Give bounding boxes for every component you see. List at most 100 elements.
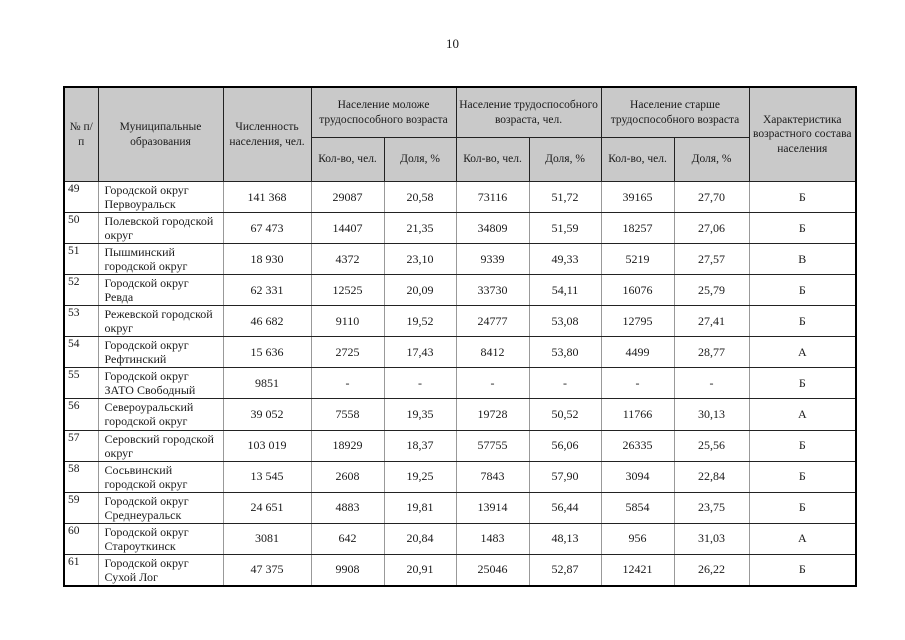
cell-older-share: 30,13 xyxy=(673,398,750,431)
cell-older-count: 18257 xyxy=(600,212,675,245)
cell-working-share: 49,33 xyxy=(528,243,602,276)
cell-characteristic: В xyxy=(748,243,857,276)
cell-younger-count: 9908 xyxy=(310,553,385,587)
cell-older-share: 27,06 xyxy=(673,212,750,245)
cell-working-count: 9339 xyxy=(455,243,530,276)
population-table: № п/п Муниципальные образования Численно… xyxy=(63,86,858,587)
cell-younger-share: 20,91 xyxy=(383,553,457,587)
cell-working-count: 34809 xyxy=(455,212,530,245)
cell-working-count: 25046 xyxy=(455,553,530,587)
cell-municipality: Городской округ Рефтинский xyxy=(97,336,224,369)
cell-municipality: Сосьвинский городской округ xyxy=(97,460,224,493)
header-group-working: Население трудоспособного возраста, чел. xyxy=(455,86,602,138)
cell-num: 51 xyxy=(63,243,99,276)
cell-population: 9851 xyxy=(222,367,312,400)
cell-older-count: 12795 xyxy=(600,305,675,338)
table-row: 57 Серовский городской округ 103 019 18929 1… xyxy=(63,429,857,462)
cell-older-count: 16076 xyxy=(600,274,675,307)
cell-working-count: 7843 xyxy=(455,460,530,493)
cell-working-count: 1483 xyxy=(455,522,530,555)
cell-characteristic: А xyxy=(748,398,857,431)
cell-municipality: Пышминский городской округ xyxy=(97,243,224,276)
header-older-share: Доля, % xyxy=(673,137,750,182)
cell-younger-share: 20,58 xyxy=(383,180,457,214)
cell-working-share: 53,08 xyxy=(528,305,602,338)
cell-older-count: 5219 xyxy=(600,243,675,276)
cell-municipality: Городской округ ЗАТО Свободный xyxy=(97,367,224,400)
cell-num: 61 xyxy=(63,553,99,587)
cell-younger-share: 18,37 xyxy=(383,429,457,462)
cell-characteristic: Б xyxy=(748,212,857,245)
cell-working-count: - xyxy=(455,367,530,400)
cell-younger-share: 20,84 xyxy=(383,522,457,555)
cell-younger-share: 19,81 xyxy=(383,491,457,524)
table-row: 56 Североуральский городской округ 39 052 7… xyxy=(63,398,857,431)
cell-population: 141 368 xyxy=(222,180,312,214)
cell-num: 50 xyxy=(63,212,99,245)
cell-municipality: Режевской городской округ xyxy=(97,305,224,338)
cell-younger-count: 4372 xyxy=(310,243,385,276)
cell-characteristic: Б xyxy=(748,491,857,524)
cell-num: 59 xyxy=(63,491,99,524)
cell-younger-share: - xyxy=(383,367,457,400)
header-num: № п/п xyxy=(63,86,99,182)
cell-municipality: Городской округ Среднеуральск xyxy=(97,491,224,524)
cell-num: 49 xyxy=(63,180,99,214)
table-row: 60 Городской округ Староуткинск 3081 642 20,… xyxy=(63,522,857,555)
cell-older-count: 5854 xyxy=(600,491,675,524)
cell-younger-count: 9110 xyxy=(310,305,385,338)
cell-working-share: 50,52 xyxy=(528,398,602,431)
cell-younger-count: 642 xyxy=(310,522,385,555)
cell-population: 67 473 xyxy=(222,212,312,245)
cell-working-share: 48,13 xyxy=(528,522,602,555)
cell-working-count: 24777 xyxy=(455,305,530,338)
header-working-share: Доля, % xyxy=(528,137,602,182)
cell-working-share: 52,87 xyxy=(528,553,602,587)
cell-population: 18 930 xyxy=(222,243,312,276)
cell-younger-count: 18929 xyxy=(310,429,385,462)
cell-older-count: 3094 xyxy=(600,460,675,493)
cell-characteristic: Б xyxy=(748,305,857,338)
cell-younger-share: 21,35 xyxy=(383,212,457,245)
cell-characteristic: Б xyxy=(748,553,857,587)
table-row: 52 Городской округ Ревда 62 331 12525 20,09 3… xyxy=(63,274,857,307)
cell-working-share: 51,59 xyxy=(528,212,602,245)
cell-older-share: - xyxy=(673,367,750,400)
table-row: 50 Полевской городской округ 67 473 14407 21… xyxy=(63,212,857,245)
cell-characteristic: Б xyxy=(748,460,857,493)
header-younger-count: Кол-во, чел. xyxy=(310,137,385,182)
cell-older-count: 11766 xyxy=(600,398,675,431)
cell-characteristic: А xyxy=(748,522,857,555)
cell-population: 13 545 xyxy=(222,460,312,493)
cell-num: 52 xyxy=(63,274,99,307)
cell-younger-share: 17,43 xyxy=(383,336,457,369)
cell-municipality: Полевской городской округ xyxy=(97,212,224,245)
cell-municipality: Серовский городской округ xyxy=(97,429,224,462)
table-row: 54 Городской округ Рефтинский 15 636 2725 17… xyxy=(63,336,857,369)
cell-characteristic: Б xyxy=(748,274,857,307)
cell-older-share: 28,77 xyxy=(673,336,750,369)
cell-working-count: 73116 xyxy=(455,180,530,214)
header-older-count: Кол-во, чел. xyxy=(600,137,675,182)
header-younger-share: Доля, % xyxy=(383,137,457,182)
cell-older-share: 27,41 xyxy=(673,305,750,338)
cell-characteristic: Б xyxy=(748,367,857,400)
cell-younger-share: 20,09 xyxy=(383,274,457,307)
table-row: 51 Пышминский городской округ 18 930 4372 23… xyxy=(63,243,857,276)
table-row: 61 Городской округ Сухой Лог 47 375 9908 20,… xyxy=(63,553,857,587)
cell-older-share: 22,84 xyxy=(673,460,750,493)
cell-older-count: 26335 xyxy=(600,429,675,462)
cell-working-share: 53,80 xyxy=(528,336,602,369)
cell-working-share: 56,06 xyxy=(528,429,602,462)
header-group-younger: Население моложе трудоспособного возраст… xyxy=(310,86,457,138)
cell-municipality: Городской округ Первоуральск xyxy=(97,180,224,214)
cell-younger-share: 23,10 xyxy=(383,243,457,276)
cell-population: 39 052 xyxy=(222,398,312,431)
cell-characteristic: Б xyxy=(748,429,857,462)
cell-working-count: 13914 xyxy=(455,491,530,524)
cell-working-share: 54,11 xyxy=(528,274,602,307)
cell-num: 60 xyxy=(63,522,99,555)
cell-municipality: Североуральский городской округ xyxy=(97,398,224,431)
cell-older-share: 27,70 xyxy=(673,180,750,214)
cell-younger-share: 19,25 xyxy=(383,460,457,493)
